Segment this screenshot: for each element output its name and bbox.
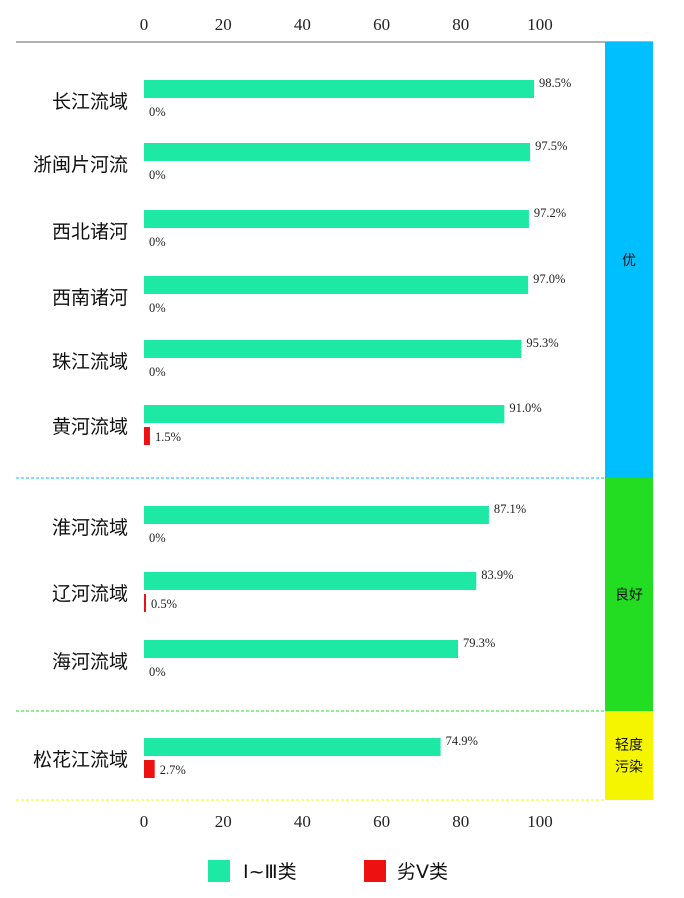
- grade-label: 轻度污染: [615, 738, 643, 776]
- category-label: 松花江流域: [33, 749, 128, 771]
- value-label-class-1-3: 97.0%: [533, 272, 565, 286]
- bar-class-1-3: [144, 143, 531, 161]
- x-tick-label-top: 60: [373, 15, 390, 34]
- value-label-class-1-3: 91.0%: [509, 401, 541, 415]
- bar-class-5-plus: [144, 760, 155, 778]
- bar-class-1-3: [144, 506, 489, 524]
- bar-class-1-3: [144, 210, 529, 228]
- category-label: 西南诸河: [52, 287, 128, 309]
- value-label-class-5-plus: 0%: [149, 168, 166, 182]
- value-label-class-1-3: 95.3%: [526, 336, 558, 350]
- grade-label: 良好: [615, 588, 643, 604]
- value-label-class-5-plus: 1.5%: [155, 430, 181, 444]
- bar-class-1-3: [144, 572, 477, 590]
- x-tick-label-bottom: 20: [215, 812, 232, 831]
- x-tick-label-top: 40: [294, 15, 311, 34]
- value-label-class-5-plus: 0%: [149, 235, 166, 249]
- bar-class-1-3: [144, 80, 535, 98]
- category-label: 浙闽片河流: [33, 154, 128, 176]
- category-label: 淮河流域: [52, 517, 128, 539]
- value-label-class-5-plus: 0%: [149, 531, 166, 545]
- bar-class-1-3: [144, 640, 459, 658]
- x-tick-label-bottom: 80: [452, 812, 469, 831]
- bar-class-5-plus: [144, 594, 146, 612]
- value-label-class-1-3: 83.9%: [481, 568, 513, 582]
- bar-class-1-3: [144, 276, 529, 294]
- category-label: 海河流域: [52, 651, 128, 673]
- x-tick-label-bottom: 0: [140, 812, 149, 831]
- x-tick-label-bottom: 100: [527, 812, 553, 831]
- value-label-class-1-3: 97.5%: [535, 139, 567, 153]
- value-label-class-5-plus: 0%: [149, 301, 166, 315]
- legend-label-class-1-3: Ⅰ~Ⅲ类: [243, 861, 297, 883]
- bar-class-1-3: [144, 340, 522, 358]
- value-label-class-1-3: 74.9%: [446, 734, 478, 748]
- x-tick-label-top: 80: [452, 15, 469, 34]
- category-label: 珠江流域: [52, 351, 128, 373]
- legend-label-class-5-plus: 劣Ⅴ类: [397, 861, 448, 883]
- x-tick-label-top: 0: [140, 15, 149, 34]
- grade-band: [605, 478, 653, 711]
- legend-swatch-class-1-3: [208, 860, 230, 882]
- value-label-class-1-3: 87.1%: [494, 502, 526, 516]
- grade-band: [605, 711, 653, 800]
- category-label: 黄河流域: [52, 416, 128, 438]
- legend-swatch-class-5-plus: [364, 860, 386, 882]
- grade-label-line: 轻度: [615, 738, 643, 754]
- category-label: 长江流域: [52, 91, 128, 113]
- x-tick-label-top: 100: [527, 15, 553, 34]
- grade-label-line: 污染: [615, 760, 643, 776]
- category-label: 辽河流域: [52, 583, 128, 605]
- bar-class-1-3: [144, 738, 441, 756]
- value-label-class-5-plus: 0%: [149, 105, 166, 119]
- grade-label: 优: [622, 253, 636, 269]
- value-label-class-1-3: 79.3%: [463, 636, 495, 650]
- category-label: 西北诸河: [52, 221, 128, 243]
- x-tick-label-bottom: 60: [373, 812, 390, 831]
- bar-class-5-plus: [144, 427, 150, 445]
- value-label-class-5-plus: 0%: [149, 665, 166, 679]
- x-tick-label-bottom: 40: [294, 812, 311, 831]
- grade-band: [605, 42, 653, 478]
- x-tick-label-top: 20: [215, 15, 232, 34]
- value-label-class-5-plus: 2.7%: [160, 763, 186, 777]
- value-label-class-5-plus: 0.5%: [151, 597, 177, 611]
- value-label-class-5-plus: 0%: [149, 365, 166, 379]
- value-label-class-1-3: 98.5%: [539, 76, 571, 90]
- bar-class-1-3: [144, 405, 505, 423]
- value-label-class-1-3: 97.2%: [534, 206, 566, 220]
